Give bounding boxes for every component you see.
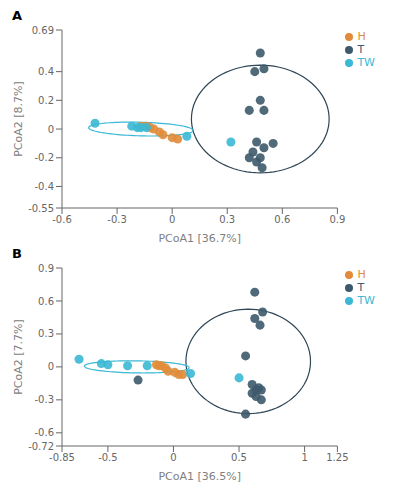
svg-text:-0.4: -0.4 [34,181,54,192]
svg-text:PCoA1 [36.7%]: PCoA1 [36.7%] [158,232,241,245]
svg-text:0: 0 [48,124,54,135]
svg-text:-0.3: -0.3 [34,394,54,405]
svg-text:0.3: 0.3 [38,328,54,339]
svg-text:1: 1 [301,452,307,463]
svg-text:PCoA1 [36.5%]: PCoA1 [36.5%] [158,470,241,483]
svg-text:-0.3: -0.3 [107,214,127,225]
html-text:T: T [357,43,365,56]
svg-text:0: 0 [170,452,176,463]
svg-text:PCoA2 [8.7%]: PCoA2 [8.7%] [12,81,25,157]
svg-text:0.9: 0.9 [38,263,54,274]
html-text:TW: TW [357,56,375,69]
svg-text:-0.72: -0.72 [28,441,54,452]
svg-text:-0.6: -0.6 [34,427,54,438]
html-text:A: A [12,8,23,23]
html-text:H: H [357,30,366,43]
svg-text:0.69: 0.69 [32,25,54,36]
svg-text:1.25: 1.25 [326,452,348,463]
svg-text:0.6: 0.6 [38,296,54,307]
svg-text:0.4: 0.4 [38,66,54,77]
svg-text:-0.55: -0.55 [28,203,54,214]
svg-text:-0.5: -0.5 [98,452,118,463]
svg-text:0.9: 0.9 [329,214,345,225]
svg-text:0.6: 0.6 [274,214,290,225]
html-text:TW: TW [357,294,375,307]
html-text:B: B [12,246,22,261]
svg-text:0.5: 0.5 [231,452,247,463]
svg-text:-0.6: -0.6 [52,214,72,225]
svg-text:-0.2: -0.2 [34,152,54,163]
svg-text:PCoA2 [7.7%]: PCoA2 [7.7%] [12,319,25,395]
svg-text:0: 0 [169,214,175,225]
html-text:T: T [357,281,365,294]
svg-text:0.2: 0.2 [38,95,54,106]
svg-text:0: 0 [48,361,54,372]
svg-text:0.3: 0.3 [219,214,235,225]
svg-text:-0.85: -0.85 [49,452,75,463]
html-text:H: H [357,268,366,281]
